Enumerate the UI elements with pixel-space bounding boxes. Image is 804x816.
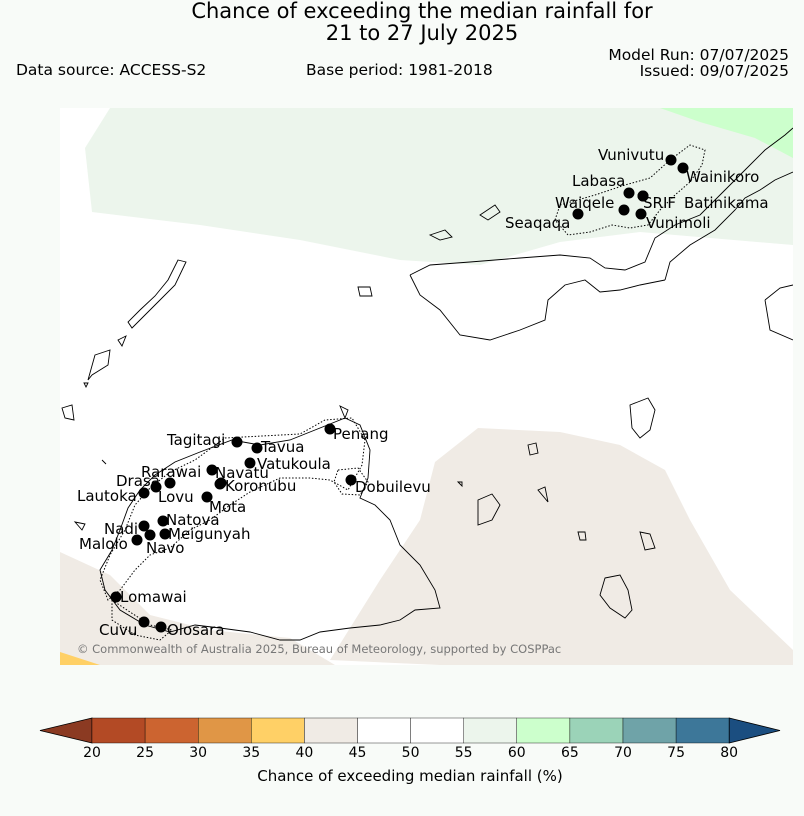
colorbar-tick-55: 55 — [454, 745, 473, 761]
colorbar-segment-7 — [410, 717, 464, 744]
town-label-tavua: Tavua — [260, 438, 304, 456]
colorbar-tick-70: 70 — [614, 745, 632, 761]
colorbar-segment-8 — [463, 717, 518, 744]
town-marker-tavua — [251, 442, 263, 454]
catchment-outlines — [99, 144, 706, 641]
town-label-tagitagi: Tagitagi — [166, 431, 225, 449]
town-label-lautoka: Lautoka — [77, 487, 137, 505]
town-label-malolo: Malolo — [79, 535, 128, 553]
town-label-batinikama: Batinikama — [684, 194, 769, 212]
town-marker-meigunyah — [159, 528, 171, 540]
town-marker-natova — [157, 515, 169, 527]
town-label-olosara: Olosara — [167, 621, 225, 639]
town-marker-rarawai — [206, 464, 218, 476]
town-marker-batinikama — [637, 190, 649, 202]
town-marker-lomawai — [110, 591, 122, 603]
probability-region-60-65 — [660, 108, 793, 158]
colorbar-extend-high — [728, 717, 781, 744]
town-label-srif: SRIF — [643, 194, 676, 212]
town-marker-seaqaqa — [572, 208, 584, 220]
probability-region-40-45-east — [330, 428, 793, 665]
town-label-seaqaqa: Seaqaqa — [505, 214, 570, 232]
colorbar-tick-30: 30 — [189, 745, 208, 761]
colorbar — [39, 717, 781, 744]
colorbar-tick-75: 75 — [667, 745, 686, 761]
map-title-line-2: 21 to 27 July 2025 — [325, 21, 519, 45]
town-marker-vunivutu — [665, 154, 677, 166]
issued-label: Issued: 09/07/2025 — [639, 62, 789, 80]
town-marker-vatukoula — [244, 457, 256, 469]
colorbar-segment-3 — [197, 717, 252, 744]
base-period-label: Base period: 1981-2018 — [306, 61, 493, 79]
map-title-line-1: Chance of exceeding the median rainfall … — [191, 0, 653, 23]
colorbar-segment-10 — [569, 717, 624, 744]
town-label-meigunyah: Meigunyah — [168, 525, 250, 543]
colorbar-segment-4 — [251, 717, 305, 744]
town-label-vunivutu: Vunivutu — [598, 146, 664, 164]
town-marker-tagitagi — [231, 436, 243, 448]
model-run-label: Model Run: 07/07/2025 — [608, 46, 789, 64]
town-marker-dobuilevu — [345, 474, 357, 486]
town-label-koronubu: Koronubu — [225, 477, 296, 495]
colorbar-segment-11 — [622, 717, 677, 744]
colorbar-tick-65: 65 — [560, 745, 579, 761]
town-label-penang: Penang — [333, 425, 388, 443]
town-label-natova: Natova — [166, 511, 220, 529]
town-label-dobuilevu: Dobuilevu — [355, 478, 431, 496]
town-marker-nadi — [138, 520, 150, 532]
colorbar-tick-20: 20 — [83, 745, 101, 761]
colorbar-tick-60: 60 — [507, 745, 526, 761]
town-label-mota: Mota — [209, 498, 246, 516]
colorbar-tick-45: 45 — [348, 745, 367, 761]
probability-region-35-40 — [60, 652, 100, 665]
town-marker-lovu — [164, 477, 176, 489]
colorbar-segment-9 — [516, 717, 571, 744]
colorbar-segment-1 — [91, 717, 146, 744]
town-marker-cuvu — [138, 616, 150, 628]
colorbar-tick-40: 40 — [295, 745, 314, 761]
town-marker-vunimoli — [635, 208, 647, 220]
data-source-label: Data source: ACCESS-S2 — [16, 61, 207, 79]
town-label-nadi: Nadi — [104, 520, 138, 538]
town-marker-labasa — [623, 187, 635, 199]
town-marker-navo — [144, 529, 156, 541]
town-label-vunimoli: Vunimoli — [646, 214, 711, 232]
town-marker-lautoka — [138, 487, 150, 499]
town-label-lomawai: Lomawai — [120, 588, 187, 606]
colorbar-label: Chance of exceeding median rainfall (%) — [257, 767, 563, 785]
colorbar-tick-80: 80 — [720, 745, 739, 761]
colorbar-extend-low — [39, 717, 93, 744]
town-marker-drasa — [150, 481, 162, 493]
town-label-vatukoula: Vatukoula — [257, 455, 331, 473]
town-label-drasa: Drasa — [116, 472, 160, 490]
town-marker-penang — [324, 423, 336, 435]
town-marker-olosara — [155, 621, 167, 633]
town-label-navatu: Navatu — [215, 464, 269, 482]
town-label-wainikoro: Wainikoro — [686, 168, 759, 186]
town-label-waiqele: Waiqele — [555, 194, 614, 212]
town-marker-mota — [201, 491, 213, 503]
colorbar-segment-6 — [357, 717, 411, 744]
town-marker-malolo — [131, 534, 143, 546]
town-markers: Vunivutu Wainikoro Labasa Waiqele SRIF Batini… — [77, 146, 769, 639]
town-label-lovu: Lovu — [158, 488, 194, 506]
colorbar-segment-5 — [304, 717, 358, 744]
copyright-notice: © Commonwealth of Australia 2025, Bureau… — [77, 642, 562, 656]
town-label-labasa: Labasa — [572, 172, 625, 190]
colorbar-segment-12 — [675, 717, 730, 744]
coastlines — [61, 127, 793, 641]
town-label-cuvu: Cuvu — [99, 621, 137, 639]
town-marker-wainikoro — [677, 162, 689, 174]
colorbar-tick-25: 25 — [136, 745, 155, 761]
colorbar-tick-50: 50 — [401, 745, 420, 761]
colorbar-tick-35: 35 — [242, 745, 261, 761]
town-marker-koronubu — [214, 478, 226, 490]
colorbar-segment-2 — [144, 717, 199, 744]
town-label-rarawai: Rarawai — [141, 463, 201, 481]
town-marker-waiqele — [618, 204, 630, 216]
town-label-navo: Navo — [146, 539, 184, 557]
